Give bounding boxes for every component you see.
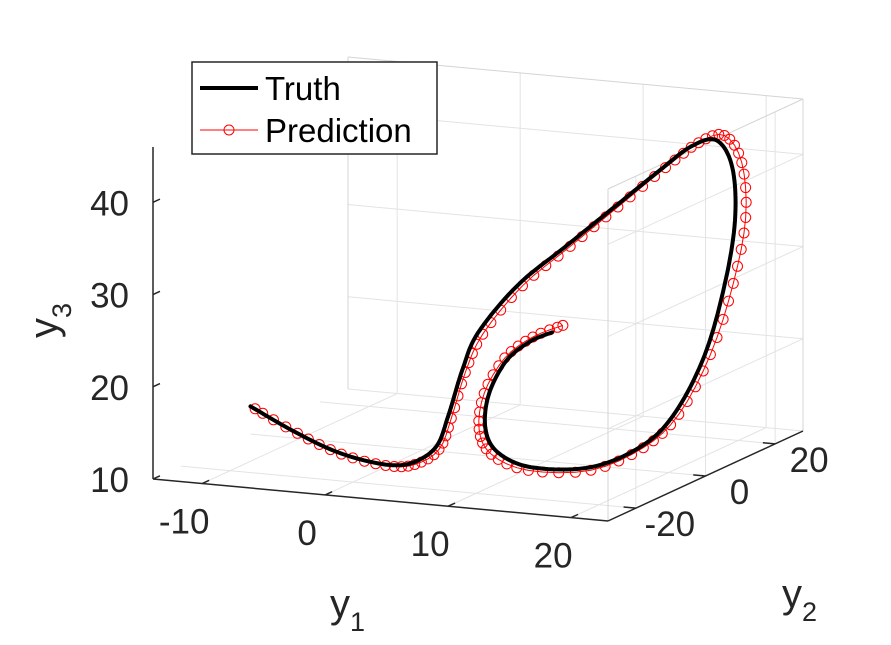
x-tick-mark — [570, 513, 579, 519]
prediction-point — [732, 260, 743, 272]
grid-line-back-z — [347, 296, 804, 340]
prediction-point — [480, 443, 492, 455]
y-axis-label: y2 — [782, 572, 817, 627]
x-tick-label: -10 — [159, 503, 210, 542]
z-axis-label: y3 — [22, 303, 77, 338]
prediction-point — [268, 414, 279, 426]
grid-line-floor-y — [180, 465, 636, 509]
prediction-point — [477, 437, 489, 449]
y-tick-label: -20 — [645, 505, 696, 544]
x-tick-mark — [201, 479, 210, 485]
series-layer — [248, 128, 752, 479]
grid-line-side-z — [607, 246, 804, 338]
x-axis-label: y1 — [330, 582, 365, 637]
prediction-point — [551, 321, 563, 333]
prediction-point — [736, 157, 748, 169]
z-tick-label: 30 — [90, 277, 129, 316]
legend-label-prediction: Prediction — [265, 112, 412, 149]
grid-line-back-z — [347, 388, 804, 432]
y-tick-label: 20 — [790, 441, 829, 480]
prediction-point — [740, 212, 752, 223]
x-axis-line — [152, 478, 609, 522]
prediction-point — [693, 137, 705, 149]
z-tick-mark — [152, 198, 161, 204]
x-tick-label: 0 — [297, 514, 316, 553]
prediction-point — [740, 196, 752, 208]
y-tick-mark — [693, 474, 706, 477]
z-tick-mark — [152, 290, 161, 296]
z-tick-mark — [152, 475, 161, 480]
prediction-point — [292, 427, 303, 439]
grid-line-floor-y — [320, 401, 776, 445]
prediction-point — [738, 168, 750, 180]
x-tick-mark — [324, 490, 333, 496]
y-tick-mark — [762, 441, 776, 445]
legend-marker-prediction — [223, 124, 235, 136]
x-tick-mark — [447, 502, 456, 507]
grid-line-back-z — [347, 204, 804, 248]
legend-label-truth: Truth — [265, 70, 341, 107]
y-tick-mark — [623, 506, 636, 509]
prediction-point — [740, 182, 752, 194]
grid-line-floor-y — [250, 433, 706, 477]
grid-line-side-z — [607, 153, 804, 245]
prediction-point — [735, 243, 747, 255]
x-tick-label: 10 — [411, 525, 450, 564]
prediction-point — [738, 227, 750, 239]
z-tick-mark — [152, 382, 161, 388]
axes-lines — [152, 147, 804, 522]
prediction-point — [727, 277, 739, 289]
z-tick-label: 40 — [90, 184, 129, 223]
legend-box — [191, 61, 438, 155]
tick-labels: -10 0 10 20 -20 0 20 10 20 30 40 — [90, 184, 829, 575]
grid-line-side-z — [607, 338, 804, 430]
z-tick-label: 10 — [90, 461, 129, 500]
prediction-point — [733, 147, 745, 159]
prediction-point — [302, 433, 314, 445]
prediction-point — [257, 407, 269, 419]
z-tick-label: 20 — [90, 369, 129, 408]
prediction-point — [280, 421, 292, 433]
prediction-point — [557, 319, 569, 331]
x-tick-label: 20 — [534, 537, 573, 576]
y-tick-label: 0 — [730, 473, 749, 512]
prediction-point — [723, 295, 734, 307]
truth-line — [248, 137, 738, 472]
legend: Truth Prediction — [191, 61, 438, 155]
